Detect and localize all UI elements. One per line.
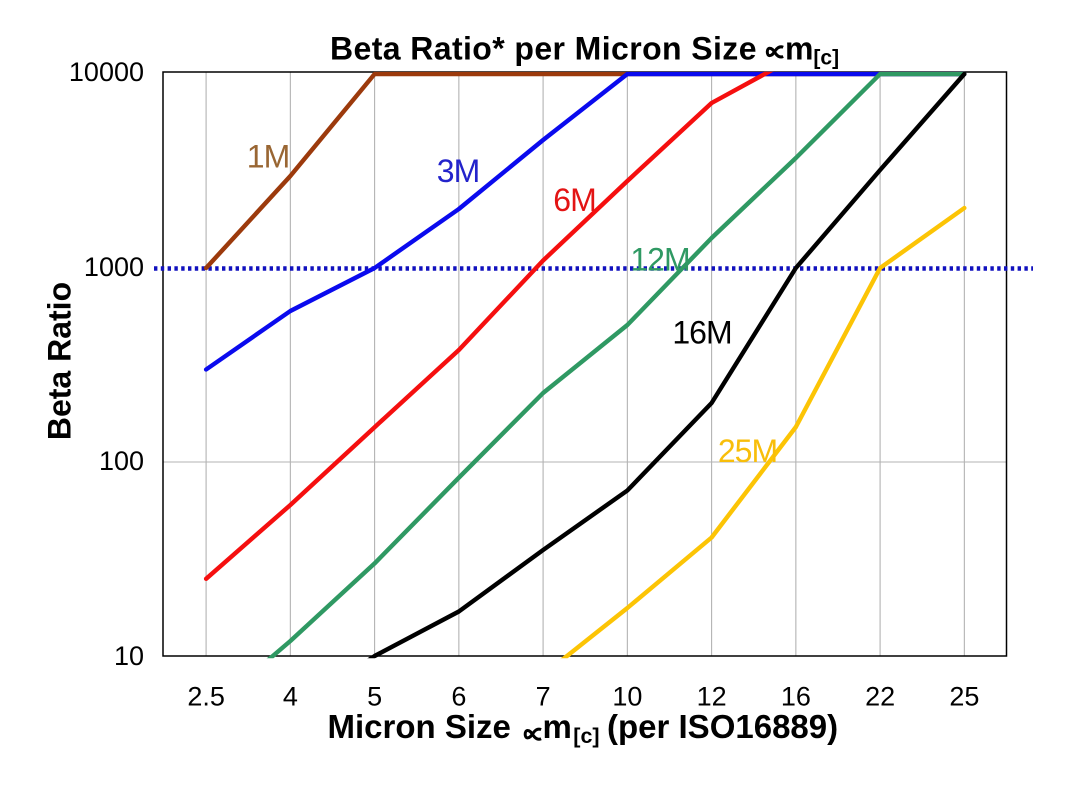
svg-text:1000: 1000 — [84, 252, 144, 282]
svg-text:m: m — [543, 708, 572, 745]
svg-text:10: 10 — [612, 682, 642, 712]
svg-text:10000: 10000 — [69, 57, 144, 87]
svg-text:Micron Size: Micron Size — [328, 708, 511, 745]
svg-text:12M: 12M — [630, 242, 689, 278]
svg-text:[c]: [c] — [813, 47, 839, 70]
svg-text:[c]: [c] — [573, 724, 599, 748]
svg-text:(per ISO16889): (per ISO16889) — [607, 708, 838, 745]
svg-text:5: 5 — [367, 682, 382, 712]
svg-text:100: 100 — [99, 446, 144, 476]
svg-text:7: 7 — [536, 682, 551, 712]
svg-text:3M: 3M — [437, 153, 479, 189]
svg-text:16M: 16M — [672, 315, 731, 351]
svg-text:6: 6 — [451, 682, 466, 712]
svg-text:m: m — [785, 31, 813, 67]
svg-text:12: 12 — [697, 682, 727, 712]
svg-text:1M: 1M — [247, 139, 289, 175]
svg-text:2.5: 2.5 — [187, 682, 225, 712]
svg-text:Beta Ratio: Beta Ratio — [42, 282, 78, 440]
svg-text:25: 25 — [949, 682, 979, 712]
svg-text:10: 10 — [114, 641, 144, 671]
svg-text:4: 4 — [283, 682, 298, 712]
svg-text:6M: 6M — [553, 182, 595, 218]
svg-text:25M: 25M — [718, 433, 777, 469]
svg-text:16: 16 — [781, 682, 811, 712]
svg-text:22: 22 — [865, 682, 895, 712]
svg-text:Beta Ratio* per Micron Size: Beta Ratio* per Micron Size — [330, 31, 757, 67]
